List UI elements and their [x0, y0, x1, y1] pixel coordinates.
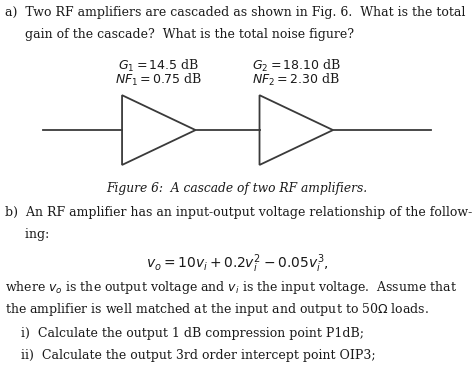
Text: Figure 6:  A cascade of two RF amplifiers.: Figure 6: A cascade of two RF amplifiers… — [107, 182, 367, 195]
Text: the amplifier is well matched at the input and output to 50$\Omega$ loads.: the amplifier is well matched at the inp… — [5, 301, 429, 318]
Text: $v_o = 10v_i + 0.2v_i^2 - 0.05v_i^3,$: $v_o = 10v_i + 0.2v_i^2 - 0.05v_i^3,$ — [146, 252, 328, 274]
Text: $NF_2 = 2.30$ dB: $NF_2 = 2.30$ dB — [252, 72, 340, 87]
Text: $NF_1 = 0.75$ dB: $NF_1 = 0.75$ dB — [115, 72, 202, 87]
Text: a)  Two RF amplifiers are cascaded as shown in Fig. 6.  What is the total: a) Two RF amplifiers are cascaded as sho… — [5, 6, 465, 18]
Text: $G_2 = 18.10$ dB: $G_2 = 18.10$ dB — [252, 58, 341, 75]
Text: gain of the cascade?  What is the total noise figure?: gain of the cascade? What is the total n… — [5, 28, 354, 40]
Text: where $v_o$ is the output voltage and $v_i$ is the input voltage.  Assume that: where $v_o$ is the output voltage and $v… — [5, 279, 457, 296]
Text: ii)  Calculate the output 3rd order intercept point OIP3;: ii) Calculate the output 3rd order inter… — [5, 349, 375, 362]
Text: ing:: ing: — [5, 228, 49, 241]
Text: $G_1 = 14.5$ dB: $G_1 = 14.5$ dB — [118, 58, 200, 75]
Text: b)  An RF amplifier has an input-output voltage relationship of the follow-: b) An RF amplifier has an input-output v… — [5, 207, 472, 219]
Text: i)  Calculate the output 1 dB compression point P1dB;: i) Calculate the output 1 dB compression… — [5, 327, 364, 340]
